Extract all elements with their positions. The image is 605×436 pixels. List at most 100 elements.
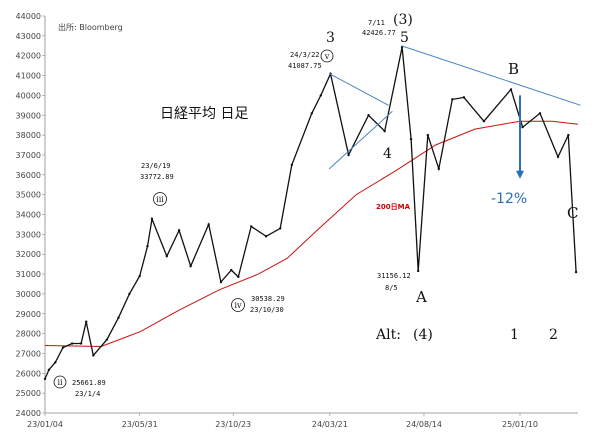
price-point xyxy=(61,346,65,349)
ma-200-label: 200日MA xyxy=(376,203,411,211)
y-tick-label: 29000 xyxy=(16,310,41,319)
svg-text:iv: iv xyxy=(234,301,242,310)
alt-1-label: 1 xyxy=(510,327,519,343)
x-tick-label: 23/05/31 xyxy=(122,420,158,429)
roman-iii-circle: iii xyxy=(153,192,167,206)
y-tick-label: 40000 xyxy=(16,91,41,100)
price-point xyxy=(264,235,268,238)
wave-A-label: A xyxy=(415,288,427,306)
price-point xyxy=(279,227,282,230)
y-tick-label: 41000 xyxy=(16,72,41,81)
price-point xyxy=(409,137,413,141)
alt-2-label: 2 xyxy=(549,327,558,343)
trendline xyxy=(401,45,581,106)
y-tick-label: 35000 xyxy=(16,191,41,200)
y-axis-ticks: 24000 25000 26000 27000 28000 29000 30000 31000… xyxy=(16,12,45,418)
y-tick-label: 34000 xyxy=(16,211,41,220)
y-tick-label: 24000 xyxy=(16,409,41,418)
price-point xyxy=(367,114,370,117)
wave-C-label: C xyxy=(567,204,578,222)
price-point xyxy=(250,225,253,228)
y-tick-label: 25000 xyxy=(16,389,41,398)
price-point xyxy=(462,96,466,99)
lbl-ii-value: 25661.89 xyxy=(72,379,106,387)
price-point xyxy=(509,88,513,91)
lbl-iv-value: 30538.29 xyxy=(251,295,285,303)
price-point xyxy=(117,316,120,319)
y-tick-label: 44000 xyxy=(16,12,41,21)
lbl-ii-date: 23/1/4 xyxy=(75,390,100,398)
overlay-layer xyxy=(328,45,581,179)
price-point xyxy=(207,223,210,226)
y-tick-label: 33000 xyxy=(16,230,41,239)
drop-arrow-head xyxy=(515,170,524,179)
price-point xyxy=(567,133,570,137)
source-label: 出所: Bloomberg xyxy=(58,22,123,32)
price-point xyxy=(138,274,141,278)
chart-title: 日経平均 日足 xyxy=(160,106,248,122)
x-tick-label: 24/08/14 xyxy=(406,420,442,429)
lbl-A-value: 31156.12 xyxy=(377,272,411,280)
price-line xyxy=(44,47,577,380)
price-point xyxy=(237,275,240,279)
price-point xyxy=(538,112,542,115)
wave-3-label: 3 xyxy=(326,30,335,46)
price-point xyxy=(290,163,294,167)
drop-percent-label: -12% xyxy=(491,191,527,207)
y-tick-label: 37000 xyxy=(16,151,41,160)
price-point xyxy=(556,155,560,159)
price-point xyxy=(219,280,223,284)
svg-text:v: v xyxy=(324,52,330,61)
price-point xyxy=(105,338,109,341)
price-point xyxy=(426,133,430,137)
x-tick-label: 23/10/23 xyxy=(215,420,251,429)
price-point xyxy=(319,94,323,97)
lbl-5-date: 7/11 xyxy=(368,19,385,27)
alt-label: Alt: xyxy=(375,327,401,343)
lbl-A-date: 8/5 xyxy=(385,284,398,292)
price-point xyxy=(43,377,47,381)
price-point xyxy=(416,269,420,273)
price-point xyxy=(451,98,454,101)
price-point xyxy=(79,342,83,345)
y-tick-label: 43000 xyxy=(16,32,41,41)
y-tick-label: 32000 xyxy=(16,250,41,259)
price-point xyxy=(347,153,350,157)
x-tick-label: 25/01/10 xyxy=(502,420,538,429)
price-point xyxy=(383,129,386,133)
y-tick-label: 39000 xyxy=(16,111,41,120)
lbl-v-date: 24/3/22 xyxy=(290,51,320,59)
roman-iv-circle: iv xyxy=(231,298,245,312)
y-tick-label: 27000 xyxy=(16,349,41,358)
price-point xyxy=(146,245,149,248)
price-point xyxy=(165,254,169,258)
alt-4-label: (4) xyxy=(413,327,433,343)
y-tick-label: 30000 xyxy=(16,290,41,299)
lbl-iii-date: 23/6/19 xyxy=(141,162,171,170)
trendline xyxy=(328,110,393,170)
svg-text:iii: iii xyxy=(156,195,164,204)
lbl-v-value: 41087.75 xyxy=(288,62,322,70)
x-tick-label: 24/03/21 xyxy=(312,420,348,429)
ma-200-line xyxy=(44,120,579,348)
price-point xyxy=(47,368,51,372)
roman-v-circle: v xyxy=(320,49,334,63)
price-point xyxy=(177,229,181,232)
price-point xyxy=(521,125,524,129)
price-point xyxy=(85,320,88,323)
price-point xyxy=(54,361,57,364)
wave-5-label: 5 xyxy=(400,30,409,46)
price-point xyxy=(230,268,233,272)
price-point xyxy=(310,112,314,115)
price-point xyxy=(437,167,440,171)
trendline xyxy=(328,73,389,106)
y-tick-label: 26000 xyxy=(16,369,41,378)
y-tick-label: 36000 xyxy=(16,171,41,180)
y-tick-label: 38000 xyxy=(16,131,41,140)
axes xyxy=(44,16,578,414)
price-point xyxy=(482,120,486,123)
roman-ii-circle: ii xyxy=(53,375,67,389)
y-tick-label: 31000 xyxy=(16,270,41,279)
lbl-iv-date: 23/10/30 xyxy=(250,306,284,314)
price-point xyxy=(574,270,578,274)
